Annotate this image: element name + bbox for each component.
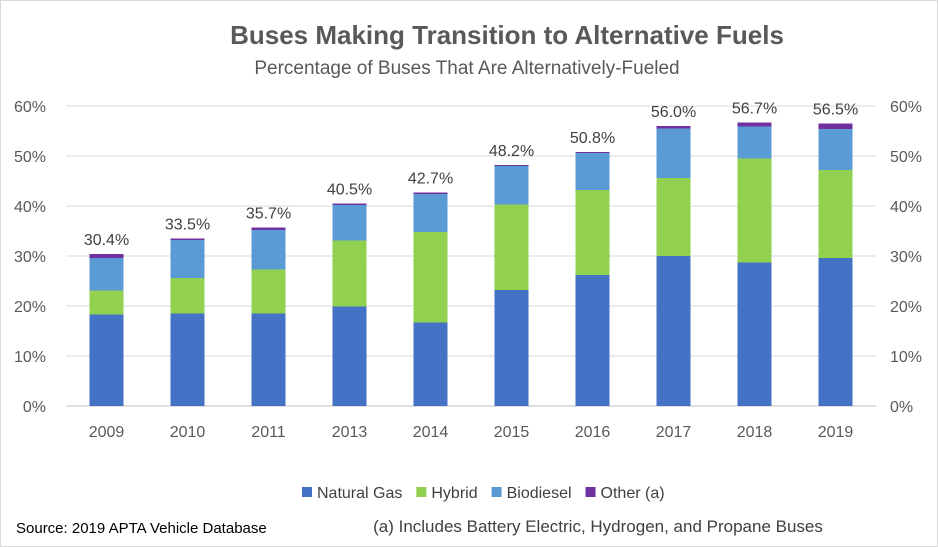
legend-label: Other (a) bbox=[601, 485, 665, 502]
bar-segment-biodiesel bbox=[818, 129, 853, 170]
x-axis: 2009 2010 2011 2013 2014 2015 2016 2017 2018 2019 bbox=[89, 424, 854, 441]
bar-segment-biodiesel bbox=[494, 166, 529, 205]
bar-segment-biodiesel bbox=[575, 153, 610, 190]
bar-segment-other-a bbox=[656, 126, 691, 129]
legend-label: Biodiesel bbox=[507, 485, 572, 502]
x-tick-label: 2013 bbox=[332, 424, 368, 441]
y-axis-right: 0% 10% 20% 30% 40% 50% 60% bbox=[890, 99, 922, 416]
y-tick-label-left: 10% bbox=[14, 349, 46, 366]
legend-label: Natural Gas bbox=[317, 485, 402, 502]
bar-segment-natural-gas bbox=[413, 322, 448, 406]
bar-segment-other-a bbox=[251, 227, 286, 230]
y-tick-label-right: 40% bbox=[890, 199, 922, 216]
legend-swatch bbox=[302, 487, 312, 497]
bar-segment-other-a bbox=[575, 152, 610, 153]
bar-segment-hybrid bbox=[413, 232, 448, 323]
chart-subtitle: Percentage of Buses That Are Alternative… bbox=[254, 58, 679, 79]
y-tick-label-right: 0% bbox=[890, 399, 913, 416]
bar-segment-hybrid bbox=[575, 190, 610, 275]
bar-segment-hybrid bbox=[89, 290, 124, 315]
bar-segment-biodiesel bbox=[413, 194, 448, 232]
x-tick-label: 2011 bbox=[251, 424, 286, 441]
y-tick-label-right: 50% bbox=[890, 149, 922, 166]
total-data-label: 56.5% bbox=[813, 102, 858, 119]
bar-segment-hybrid bbox=[332, 240, 367, 307]
y-tick-label-right: 20% bbox=[890, 299, 922, 316]
bar-segment-natural-gas bbox=[575, 275, 610, 406]
bar-segment-natural-gas bbox=[818, 258, 853, 406]
bar-segment-biodiesel bbox=[251, 230, 286, 270]
bar-segment-hybrid bbox=[818, 170, 853, 258]
bar-segment-natural-gas bbox=[494, 290, 529, 406]
chart-title: Buses Making Transition to Alternative F… bbox=[230, 20, 784, 50]
bar-segment-natural-gas bbox=[656, 256, 691, 406]
total-data-label: 42.7% bbox=[408, 171, 453, 188]
bar-segment-hybrid bbox=[494, 204, 529, 290]
bar-segment-hybrid bbox=[737, 158, 772, 263]
total-data-label: 56.0% bbox=[651, 104, 696, 121]
x-tick-label: 2016 bbox=[575, 424, 611, 441]
x-tick-label: 2017 bbox=[656, 424, 692, 441]
y-tick-label-left: 0% bbox=[23, 399, 46, 416]
bar-segment-biodiesel bbox=[170, 240, 205, 278]
bar-segment-other-a bbox=[332, 203, 367, 205]
bar-segment-other-a bbox=[737, 122, 772, 127]
bar-segment-other-a bbox=[170, 238, 205, 240]
y-tick-label-left: 30% bbox=[14, 249, 46, 266]
total-data-label: 50.8% bbox=[570, 130, 615, 147]
y-axis-left: 0% 10% 20% 30% 40% 50% 60% bbox=[14, 99, 46, 416]
bar-segment-other-a bbox=[818, 123, 853, 129]
bar-segment-other-a bbox=[494, 165, 529, 166]
total-data-label: 30.4% bbox=[84, 232, 129, 249]
bar-segment-natural-gas bbox=[737, 262, 772, 406]
y-tick-label-right: 10% bbox=[890, 349, 922, 366]
source-note: Source: 2019 APTA Vehicle Database bbox=[16, 520, 267, 537]
legend-swatch bbox=[585, 487, 596, 497]
bar-segment-natural-gas bbox=[89, 314, 124, 406]
x-tick-label: 2018 bbox=[737, 424, 773, 441]
y-tick-label-left: 50% bbox=[14, 149, 46, 166]
bar-segment-biodiesel bbox=[332, 205, 367, 241]
y-tick-label-left: 60% bbox=[14, 99, 46, 116]
y-tick-label-left: 20% bbox=[14, 299, 46, 316]
x-tick-label: 2014 bbox=[413, 424, 449, 441]
y-tick-label-left: 40% bbox=[14, 199, 46, 216]
bar-segment-biodiesel bbox=[656, 128, 691, 178]
legend-swatch bbox=[416, 487, 427, 497]
bar-segment-natural-gas bbox=[170, 313, 205, 406]
bar-segment-hybrid bbox=[251, 269, 286, 314]
bar-stacks bbox=[89, 122, 853, 406]
bar-segment-natural-gas bbox=[332, 306, 367, 406]
legend-label: Hybrid bbox=[431, 485, 477, 502]
total-data-label: 48.2% bbox=[489, 143, 534, 160]
bar-segment-biodiesel bbox=[89, 258, 124, 291]
x-tick-label: 2010 bbox=[170, 424, 206, 441]
bar-segment-hybrid bbox=[656, 178, 691, 256]
x-tick-label: 2019 bbox=[818, 424, 854, 441]
footnote: (a) Includes Battery Electric, Hydrogen,… bbox=[373, 517, 823, 536]
total-labels: 30.4% 33.5% 35.7% 40.5% 42.7% 48.2% 50.8% 56.0%… bbox=[84, 101, 858, 250]
legend: Natural Gas Hybrid Biodiesel Other (a) bbox=[302, 485, 665, 502]
y-tick-label-right: 30% bbox=[890, 249, 922, 266]
y-tick-label-right: 60% bbox=[890, 99, 922, 116]
bar-segment-other-a bbox=[413, 192, 448, 194]
bar-segment-other-a bbox=[89, 254, 124, 258]
bar-segment-hybrid bbox=[170, 278, 205, 314]
legend-swatch bbox=[491, 487, 502, 497]
bar-segment-natural-gas bbox=[251, 313, 286, 406]
bar-segment-biodiesel bbox=[737, 126, 772, 159]
total-data-label: 40.5% bbox=[327, 182, 372, 199]
x-tick-label: 2015 bbox=[494, 424, 530, 441]
total-data-label: 56.7% bbox=[732, 101, 777, 118]
x-tick-label: 2009 bbox=[89, 424, 125, 441]
total-data-label: 33.5% bbox=[165, 217, 210, 234]
total-data-label: 35.7% bbox=[246, 206, 291, 223]
